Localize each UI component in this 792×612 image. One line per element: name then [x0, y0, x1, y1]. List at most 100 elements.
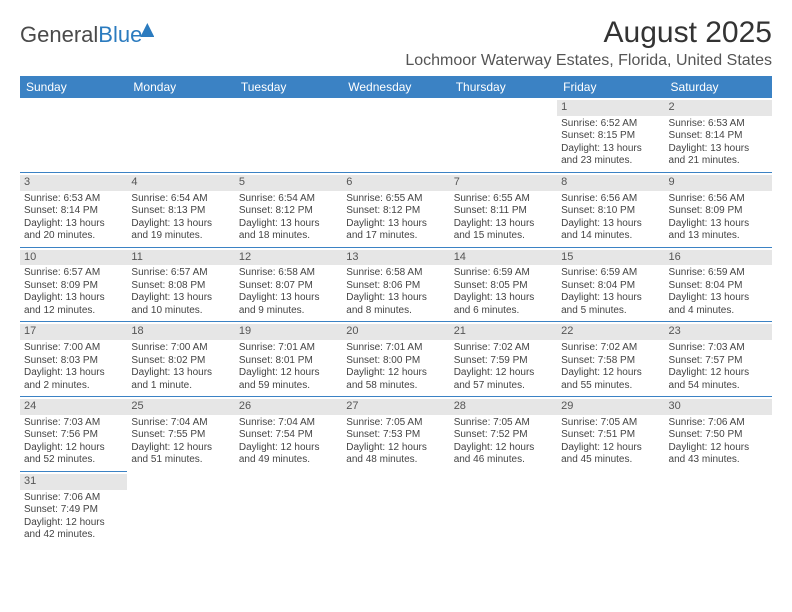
- day-number: 26: [235, 399, 342, 415]
- calendar-cell: 23Sunrise: 7:03 AMSunset: 7:57 PMDayligh…: [665, 322, 772, 397]
- sunset-text: Sunset: 8:01 PM: [239, 355, 338, 368]
- calendar-cell: 18Sunrise: 7:00 AMSunset: 8:02 PMDayligh…: [127, 322, 234, 397]
- sunset-text: Sunset: 7:53 PM: [346, 429, 445, 442]
- sunset-text: Sunset: 7:49 PM: [24, 504, 123, 517]
- calendar-cell: [342, 471, 449, 545]
- daylight-line1: Daylight: 13 hours: [561, 292, 660, 305]
- sunset-text: Sunset: 7:54 PM: [239, 429, 338, 442]
- calendar-cell: 16Sunrise: 6:59 AMSunset: 8:04 PMDayligh…: [665, 247, 772, 322]
- calendar-cell: 15Sunrise: 6:59 AMSunset: 8:04 PMDayligh…: [557, 247, 664, 322]
- day-number: 30: [665, 399, 772, 415]
- logo: GeneralBlue: [20, 22, 154, 48]
- daylight-line2: and 2 minutes.: [24, 380, 123, 393]
- daylight-line2: and 20 minutes.: [24, 230, 123, 243]
- daylight-line1: Daylight: 13 hours: [24, 218, 123, 231]
- daylight-line1: Daylight: 13 hours: [239, 292, 338, 305]
- daylight-line1: Daylight: 13 hours: [24, 367, 123, 380]
- daylight-line1: Daylight: 12 hours: [24, 517, 123, 530]
- calendar-cell: [450, 471, 557, 545]
- calendar-cell: 28Sunrise: 7:05 AMSunset: 7:52 PMDayligh…: [450, 397, 557, 472]
- daylight-line2: and 1 minute.: [131, 380, 230, 393]
- calendar-cell: 24Sunrise: 7:03 AMSunset: 7:56 PMDayligh…: [20, 397, 127, 472]
- calendar-cell: 29Sunrise: 7:05 AMSunset: 7:51 PMDayligh…: [557, 397, 664, 472]
- calendar-cell: 11Sunrise: 6:57 AMSunset: 8:08 PMDayligh…: [127, 247, 234, 322]
- day-number: 28: [450, 399, 557, 415]
- day-number: 2: [665, 100, 772, 116]
- calendar-cell: 31Sunrise: 7:06 AMSunset: 7:49 PMDayligh…: [20, 471, 127, 545]
- day-number: 15: [557, 250, 664, 266]
- sunrise-text: Sunrise: 6:53 AM: [669, 118, 768, 131]
- sunrise-text: Sunrise: 6:55 AM: [346, 193, 445, 206]
- sunrise-text: Sunrise: 7:00 AM: [131, 342, 230, 355]
- sunrise-text: Sunrise: 7:06 AM: [669, 417, 768, 430]
- sunrise-text: Sunrise: 7:05 AM: [346, 417, 445, 430]
- sunset-text: Sunset: 7:51 PM: [561, 429, 660, 442]
- sunset-text: Sunset: 7:55 PM: [131, 429, 230, 442]
- calendar-cell: [127, 98, 234, 172]
- daylight-line1: Daylight: 13 hours: [561, 143, 660, 156]
- daylight-line2: and 19 minutes.: [131, 230, 230, 243]
- sunrise-text: Sunrise: 6:58 AM: [239, 267, 338, 280]
- calendar-week-row: 10Sunrise: 6:57 AMSunset: 8:09 PMDayligh…: [20, 247, 772, 322]
- calendar-body: 1Sunrise: 6:52 AMSunset: 8:15 PMDaylight…: [20, 98, 772, 546]
- sunset-text: Sunset: 8:04 PM: [669, 280, 768, 293]
- sunset-text: Sunset: 8:12 PM: [346, 205, 445, 218]
- dayname-saturday: Saturday: [665, 76, 772, 98]
- daylight-line2: and 4 minutes.: [669, 305, 768, 318]
- sunset-text: Sunset: 8:07 PM: [239, 280, 338, 293]
- calendar-cell: [20, 98, 127, 172]
- sunset-text: Sunset: 8:15 PM: [561, 130, 660, 143]
- daylight-line1: Daylight: 13 hours: [454, 218, 553, 231]
- month-title: August 2025: [405, 16, 772, 50]
- day-number: 7: [450, 175, 557, 191]
- sunset-text: Sunset: 8:09 PM: [669, 205, 768, 218]
- calendar-cell: 3Sunrise: 6:53 AMSunset: 8:14 PMDaylight…: [20, 172, 127, 247]
- title-block: August 2025 Lochmoor Waterway Estates, F…: [405, 16, 772, 70]
- day-number: 24: [20, 399, 127, 415]
- sunset-text: Sunset: 7:59 PM: [454, 355, 553, 368]
- calendar-week-row: 17Sunrise: 7:00 AMSunset: 8:03 PMDayligh…: [20, 322, 772, 397]
- day-number: 19: [235, 324, 342, 340]
- calendar-cell: 12Sunrise: 6:58 AMSunset: 8:07 PMDayligh…: [235, 247, 342, 322]
- dayname-tuesday: Tuesday: [235, 76, 342, 98]
- daylight-line1: Daylight: 13 hours: [454, 292, 553, 305]
- sunrise-text: Sunrise: 6:54 AM: [239, 193, 338, 206]
- daylight-line1: Daylight: 12 hours: [24, 442, 123, 455]
- sunset-text: Sunset: 7:50 PM: [669, 429, 768, 442]
- sunset-text: Sunset: 7:57 PM: [669, 355, 768, 368]
- dayname-thursday: Thursday: [450, 76, 557, 98]
- sunset-text: Sunset: 8:06 PM: [346, 280, 445, 293]
- calendar-week-row: 31Sunrise: 7:06 AMSunset: 7:49 PMDayligh…: [20, 471, 772, 545]
- location-subtitle: Lochmoor Waterway Estates, Florida, Unit…: [405, 52, 772, 70]
- sunset-text: Sunset: 8:00 PM: [346, 355, 445, 368]
- daylight-line1: Daylight: 13 hours: [669, 143, 768, 156]
- daylight-line2: and 14 minutes.: [561, 230, 660, 243]
- daylight-line1: Daylight: 13 hours: [131, 367, 230, 380]
- sunset-text: Sunset: 8:12 PM: [239, 205, 338, 218]
- day-number: 21: [450, 324, 557, 340]
- calendar-week-row: 1Sunrise: 6:52 AMSunset: 8:15 PMDaylight…: [20, 98, 772, 172]
- daylight-line1: Daylight: 12 hours: [669, 367, 768, 380]
- header: GeneralBlue August 2025 Lochmoor Waterwa…: [20, 16, 772, 70]
- daylight-line2: and 17 minutes.: [346, 230, 445, 243]
- daylight-line2: and 15 minutes.: [454, 230, 553, 243]
- sunrise-text: Sunrise: 6:52 AM: [561, 118, 660, 131]
- day-number: 1: [557, 100, 664, 116]
- calendar-cell: [557, 471, 664, 545]
- daylight-line2: and 46 minutes.: [454, 454, 553, 467]
- sunset-text: Sunset: 8:08 PM: [131, 280, 230, 293]
- calendar-cell: 1 Sunrise: 6:52 AMSunset: 8:15 PMDaylight…: [557, 98, 664, 172]
- calendar-cell: [450, 98, 557, 172]
- sunset-text: Sunset: 8:03 PM: [24, 355, 123, 368]
- daylight-line2: and 21 minutes.: [669, 155, 768, 168]
- calendar-cell: 17Sunrise: 7:00 AMSunset: 8:03 PMDayligh…: [20, 322, 127, 397]
- daylight-line2: and 52 minutes.: [24, 454, 123, 467]
- calendar-table: Sunday Monday Tuesday Wednesday Thursday…: [20, 76, 772, 546]
- daylight-line2: and 45 minutes.: [561, 454, 660, 467]
- calendar-cell: [342, 98, 449, 172]
- calendar-cell: 8Sunrise: 6:56 AMSunset: 8:10 PMDaylight…: [557, 172, 664, 247]
- sunrise-text: Sunrise: 6:59 AM: [454, 267, 553, 280]
- day-number: 27: [342, 399, 449, 415]
- sunrise-text: Sunrise: 6:53 AM: [24, 193, 123, 206]
- calendar-cell: [235, 98, 342, 172]
